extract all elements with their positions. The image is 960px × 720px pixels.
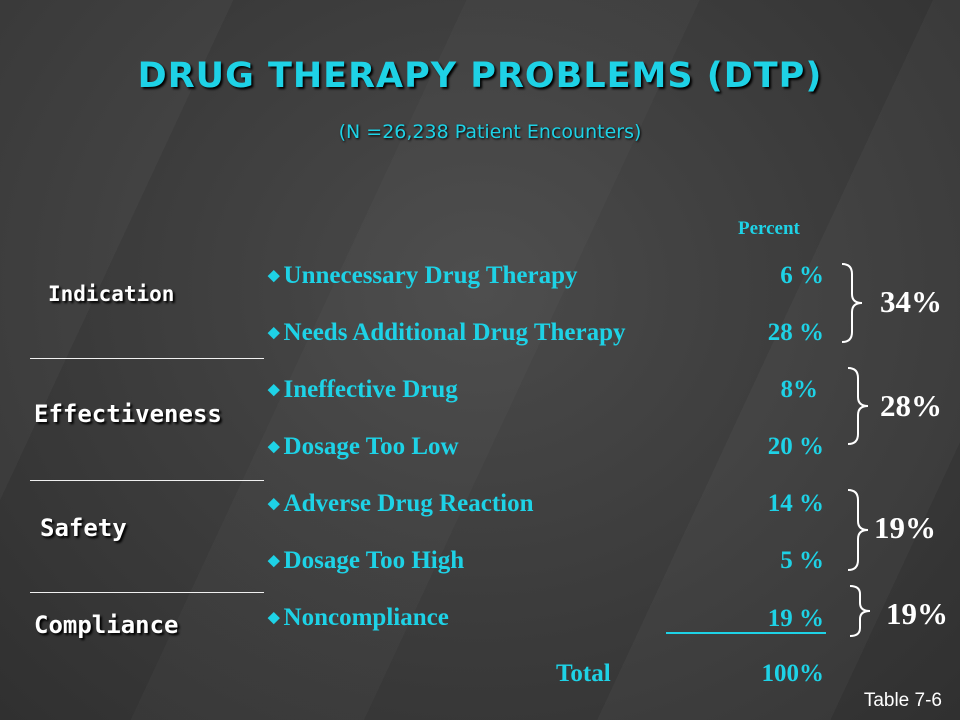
item-label: Ineffective Drug bbox=[283, 376, 458, 403]
brace-icon bbox=[841, 263, 863, 343]
group-total-effectiveness: 28% bbox=[880, 388, 942, 423]
diamond-bullet-icon: ◆ bbox=[268, 325, 280, 341]
item-dosage-too-high: ◆ Dosage Too High bbox=[268, 547, 464, 575]
slide-title: DRUG THERAPY PROBLEMS (DTP) bbox=[137, 56, 823, 96]
item-label: Adverse Drug Reaction bbox=[283, 490, 534, 517]
category-compliance: Compliance bbox=[34, 611, 179, 639]
item-unnecessary-drug-therapy: ◆ Unnecessary Drug Therapy bbox=[268, 262, 578, 290]
item-adverse-drug-reaction: ◆ Adverse Drug Reaction bbox=[268, 490, 534, 518]
diamond-bullet-icon: ◆ bbox=[268, 610, 280, 626]
category-divider bbox=[30, 592, 264, 593]
sum-underline bbox=[666, 632, 826, 634]
item-value: 19 % bbox=[767, 605, 824, 632]
percent-column-header: Percent bbox=[738, 218, 800, 239]
diamond-bullet-icon: ◆ bbox=[268, 268, 280, 284]
group-total-compliance: 19% bbox=[886, 596, 948, 631]
item-needs-additional-drug-therapy: ◆ Needs Additional Drug Therapy bbox=[268, 319, 626, 347]
item-label: Noncompliance bbox=[283, 604, 449, 631]
diamond-bullet-icon: ◆ bbox=[268, 439, 280, 455]
item-value: 8% bbox=[780, 376, 819, 403]
item-label: Dosage Too Low bbox=[283, 433, 459, 460]
group-total-safety: 19% bbox=[874, 510, 936, 545]
diamond-bullet-icon: ◆ bbox=[268, 382, 280, 398]
item-label: Dosage Too High bbox=[283, 547, 465, 574]
diamond-bullet-icon: ◆ bbox=[268, 496, 280, 512]
item-value: 28 % bbox=[767, 319, 824, 346]
item-value: 14 % bbox=[767, 490, 824, 517]
group-total-indication: 34% bbox=[880, 284, 942, 319]
total-value: 100% bbox=[761, 660, 825, 687]
item-value: 20 % bbox=[767, 433, 824, 460]
category-divider bbox=[30, 480, 264, 481]
brace-icon bbox=[847, 489, 869, 571]
item-value: 5 % bbox=[780, 547, 824, 574]
category-safety: Safety bbox=[40, 514, 127, 542]
brace-icon bbox=[849, 585, 871, 637]
slide-subtitle: (N =26,238 Patient Encounters) bbox=[338, 121, 642, 143]
item-dosage-too-low: ◆ Dosage Too Low bbox=[268, 433, 459, 461]
item-ineffective-drug: ◆ Ineffective Drug bbox=[268, 376, 458, 404]
category-divider bbox=[30, 358, 264, 359]
category-indication: Indication bbox=[48, 282, 175, 306]
item-value: 6 % bbox=[780, 262, 824, 289]
total-label: Total bbox=[556, 660, 611, 687]
diamond-bullet-icon: ◆ bbox=[268, 553, 280, 569]
item-noncompliance: ◆ Noncompliance bbox=[268, 604, 449, 632]
category-effectiveness: Effectiveness bbox=[34, 400, 222, 428]
item-label: Needs Additional Drug Therapy bbox=[283, 319, 626, 346]
brace-icon bbox=[847, 367, 869, 445]
item-label: Unnecessary Drug Therapy bbox=[283, 262, 578, 289]
table-reference: Table 7-6 bbox=[863, 690, 942, 711]
